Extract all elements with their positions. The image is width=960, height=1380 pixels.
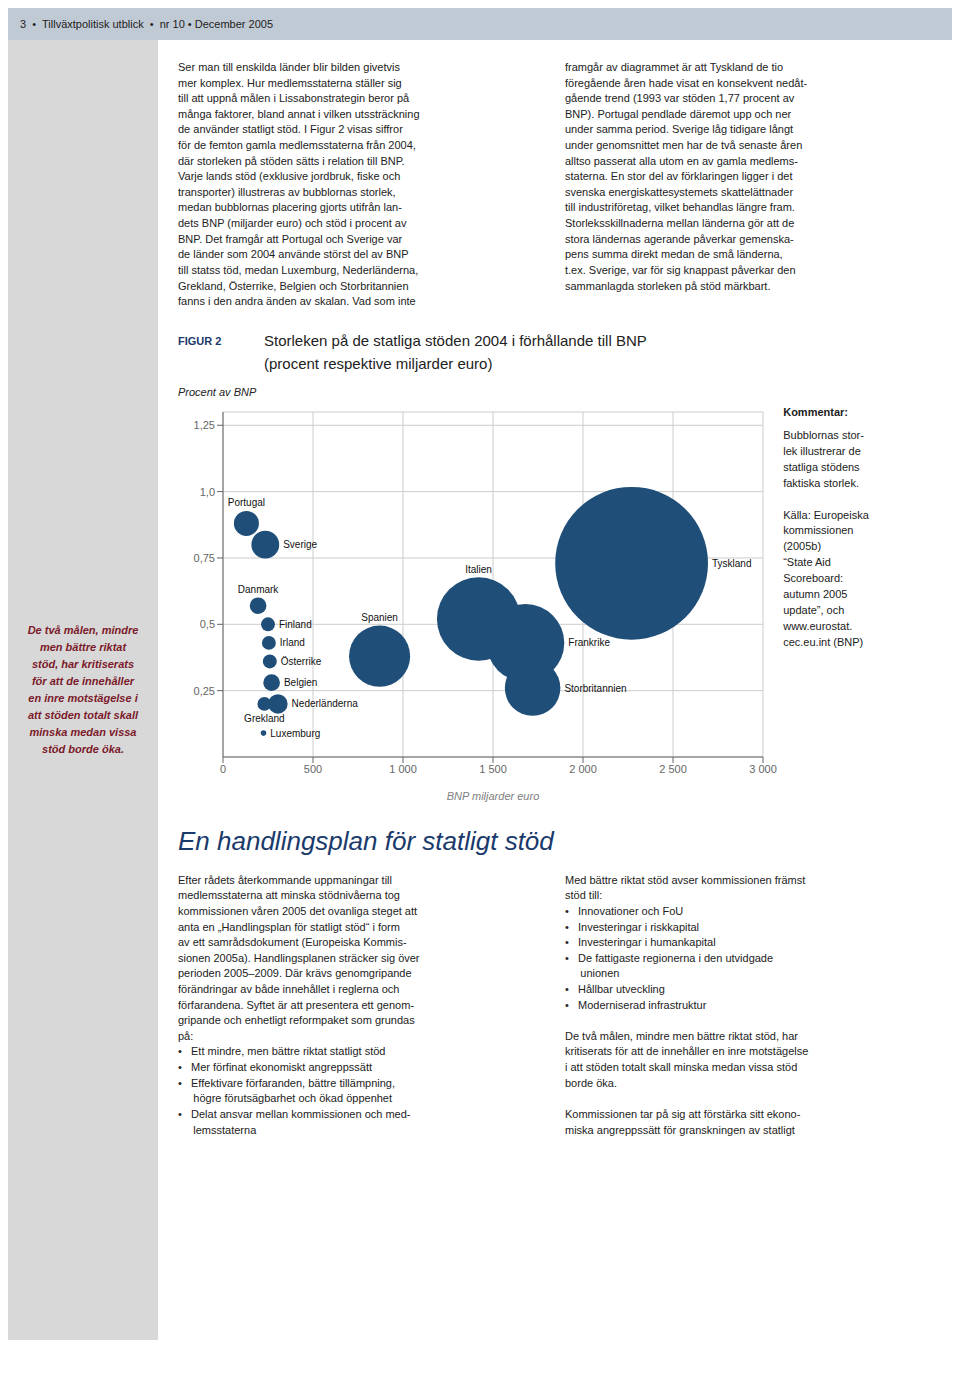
html-text:(procent respektive miljarder: (procent respektive miljarder euro) bbox=[264, 354, 493, 372]
svg-text:3 000: 3 000 bbox=[749, 763, 777, 775]
html-text:framgår av diagrammet är att T: framgår av diagrammet är att Tyskland de… bbox=[565, 61, 808, 292]
svg-text:Irland: Irland bbox=[280, 637, 305, 648]
svg-text:0,25: 0,25 bbox=[194, 684, 215, 696]
html-text:Källa: Europeiska kommissionen: Källa: Europeiska kommissionen (2005b) “… bbox=[783, 508, 869, 648]
html-text:Kommentar:: Kommentar: bbox=[783, 405, 848, 418]
svg-text:1 000: 1 000 bbox=[389, 763, 417, 775]
svg-text:Italien: Italien bbox=[465, 564, 492, 575]
svg-text:Österrike: Österrike bbox=[281, 656, 322, 667]
svg-text:2 000: 2 000 bbox=[569, 763, 597, 775]
svg-text:1,25: 1,25 bbox=[194, 419, 215, 431]
svg-text:Finland: Finland bbox=[279, 619, 312, 630]
svg-text:0: 0 bbox=[220, 763, 226, 775]
html-text:Efter rådets återkommande uppm: Efter rådets återkommande uppmaningar ti… bbox=[178, 873, 420, 1136]
svg-text:Grekland: Grekland bbox=[244, 713, 285, 724]
svg-text:Luxemburg: Luxemburg bbox=[270, 727, 320, 738]
svg-text:Spanien: Spanien bbox=[361, 612, 398, 623]
html-text:FIGUR 2: FIGUR 2 bbox=[178, 334, 222, 347]
html-text:En handlingsplan för statligt: En handlingsplan för statligt stöd bbox=[178, 825, 554, 856]
svg-text:Tyskland: Tyskland bbox=[712, 558, 751, 569]
svg-text:1,0: 1,0 bbox=[200, 485, 215, 497]
svg-text:BNP miljarder euro: BNP miljarder euro bbox=[447, 790, 540, 802]
html-text:Bubblornas stor- lek illustrer: Bubblornas stor- lek illustrerar de stat… bbox=[783, 428, 864, 489]
svg-text:2 500: 2 500 bbox=[659, 763, 687, 775]
svg-text:1 500: 1 500 bbox=[479, 763, 507, 775]
svg-text:Frankrike: Frankrike bbox=[568, 637, 610, 648]
html-text:Procent av BNP: Procent av BNP bbox=[178, 385, 257, 398]
svg-text:Storbritannien: Storbritannien bbox=[564, 682, 626, 693]
html-text:Med bättre riktat stöd avser k: Med bättre riktat stöd avser kommissione… bbox=[565, 873, 809, 1136]
svg-text:0,5: 0,5 bbox=[200, 618, 215, 630]
svg-text:Portugal: Portugal bbox=[228, 497, 265, 508]
html-text:Storleken på de statliga stöde: Storleken på de statliga stöden 2004 i f… bbox=[264, 331, 647, 349]
svg-text:500: 500 bbox=[304, 763, 322, 775]
svg-text:Sverige: Sverige bbox=[283, 539, 317, 550]
svg-text:0,75: 0,75 bbox=[194, 552, 215, 564]
html-text:Ser man till enskilda länder b: Ser man till enskilda länder blir bilden… bbox=[178, 61, 420, 308]
html-text:De två målen, mindre men bättr: De två målen, mindre men bättre riktat s… bbox=[27, 623, 139, 756]
html-text:3 • Tillväxtpolitisk utblick •: 3 • Tillväxtpolitisk utblick • nr 10 • D… bbox=[20, 18, 274, 30]
svg-text:Belgien: Belgien bbox=[284, 677, 317, 688]
svg-text:Danmark: Danmark bbox=[238, 584, 280, 595]
svg-text:Nederländerna: Nederländerna bbox=[292, 698, 359, 709]
